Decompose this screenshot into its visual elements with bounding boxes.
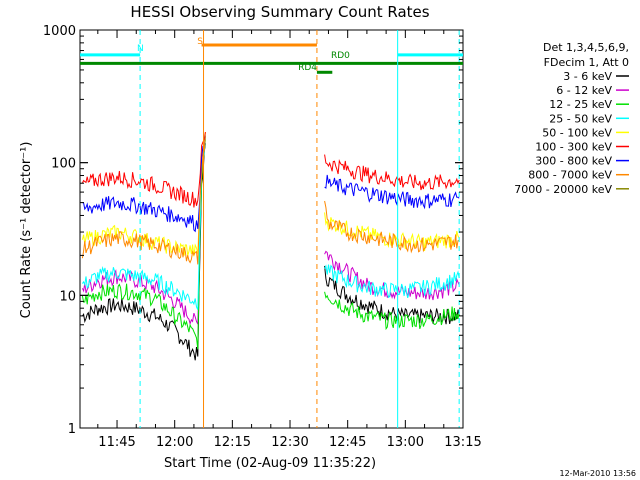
x-axis: 11:45 12:00 12:15 12:30 12:45 13:00 13:15 xyxy=(97,30,482,450)
legend-header-0: Det 1,3,4,5,6,9, xyxy=(543,41,629,54)
series-line-1-0 xyxy=(81,135,206,326)
x-tick-label: 11:45 xyxy=(98,435,135,450)
series-line-4-0 xyxy=(81,132,206,257)
y-axis-label: Count Rate (s⁻¹ detector⁻¹) xyxy=(19,142,34,319)
count-rate-series xyxy=(81,132,460,361)
x-tick-label: 12:30 xyxy=(271,435,308,450)
series-line-7-0 xyxy=(81,135,206,265)
series-line-7-1 xyxy=(324,200,460,254)
series-line-5-1 xyxy=(324,154,460,191)
plot-frame xyxy=(79,29,464,429)
y-axis: 1 10 100 1000 xyxy=(43,24,463,437)
annotation-label-rd0: RD0 xyxy=(331,51,350,61)
legend-label-6: 300 - 800 keV xyxy=(535,155,612,168)
legend-label-5: 100 - 300 keV xyxy=(535,141,612,154)
footer-timestamp: 12-Mar-2010 13:56 xyxy=(560,469,637,478)
x-tick-label: 12:45 xyxy=(329,435,366,450)
x-tick-label: 12:00 xyxy=(156,435,193,450)
series-line-3-1 xyxy=(324,264,460,299)
instrument-state-bars: NSRD4RD0 xyxy=(80,37,463,74)
chart-title: HESSI Observing Summary Count Rates xyxy=(130,3,429,21)
x-tick-label: 13:00 xyxy=(387,435,424,450)
legend-label-4: 50 - 100 keV xyxy=(542,126,612,139)
series-line-6-1 xyxy=(324,174,460,210)
series-line-2-1 xyxy=(324,291,460,331)
legend-label-7: 800 - 7000 keV xyxy=(528,169,612,182)
y-tick-label: 100 xyxy=(51,157,76,172)
y-tick-label: 10 xyxy=(59,289,76,304)
vertical-markers xyxy=(139,30,460,428)
y-tick-label: 1 xyxy=(68,422,76,437)
series-line-2-0 xyxy=(81,139,206,350)
legend-label-8: 7000 - 20000 keV xyxy=(514,183,612,196)
x-axis-label: Start Time (02-Aug-09 11:35:22) xyxy=(164,456,376,471)
x-tick-label: 12:15 xyxy=(214,435,251,450)
legend-label-3: 25 - 50 keV xyxy=(549,112,612,125)
legend-header-1: FDecim 1, Att 0 xyxy=(544,56,629,69)
series-line-1-1 xyxy=(324,250,460,301)
series-line-5-0 xyxy=(81,132,206,208)
annotation-label-s: S xyxy=(197,37,203,47)
legend-label-1: 6 - 12 keV xyxy=(556,84,612,97)
series-line-0-1 xyxy=(324,265,460,325)
series-line-0-0 xyxy=(81,143,206,361)
legend-label-0: 3 - 6 keV xyxy=(563,70,612,83)
legend: Det 1,3,4,5,6,9, FDecim 1, Att 03 - 6 keV… xyxy=(514,41,629,196)
y-tick-label: 1000 xyxy=(43,24,76,39)
annotation-label-rd4: RD4 xyxy=(298,63,317,73)
x-tick-label: 13:15 xyxy=(444,435,481,450)
series-line-6-0 xyxy=(82,135,206,233)
legend-label-2: 12 - 25 keV xyxy=(549,98,612,111)
series-line-3-0 xyxy=(81,135,206,310)
